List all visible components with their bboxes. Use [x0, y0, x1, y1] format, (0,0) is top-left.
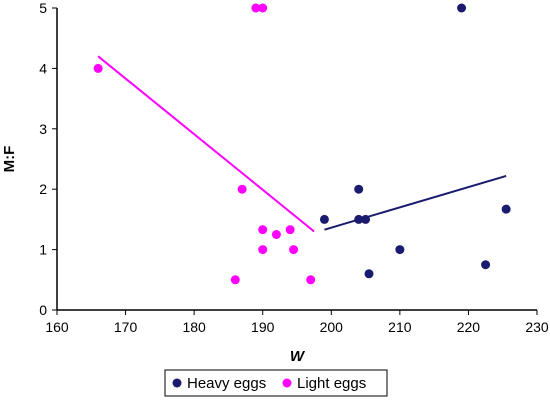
x-ticks: 160 170 180 190 200 210 220 230	[45, 310, 549, 335]
heavy-eggs-legend-label: Heavy eggs	[187, 375, 266, 392]
light-eggs-point	[237, 184, 247, 194]
x-tick-label: 180	[182, 319, 206, 335]
light-eggs-point	[258, 3, 268, 13]
x-tick-label: 230	[525, 319, 549, 335]
data-points	[93, 3, 511, 285]
x-tick-label: 170	[114, 319, 138, 335]
heavy-eggs-point	[395, 245, 405, 255]
light-eggs-trendline	[97, 55, 315, 233]
x-tick-label: 210	[388, 319, 412, 335]
y-ticks: 0 1 2 3 4 5	[39, 0, 57, 318]
heavy-eggs-point	[481, 260, 491, 270]
y-tick-label: 4	[39, 60, 47, 76]
legend: Heavy eggs Light eggs	[164, 369, 388, 397]
y-tick-label: 3	[39, 121, 47, 137]
y-axis-title: M:F	[1, 146, 18, 173]
x-tick-label: 160	[45, 319, 69, 335]
heavy-eggs-trendline	[324, 174, 507, 231]
heavy-eggs-point	[361, 214, 371, 224]
x-tick-label: 190	[251, 319, 275, 335]
legend-box	[164, 369, 388, 397]
light-eggs-point	[230, 275, 240, 285]
light-eggs-point	[258, 245, 268, 255]
light-eggs-point	[258, 225, 268, 235]
y-tick-label: 1	[39, 242, 47, 258]
light-eggs-point	[271, 230, 281, 239]
light-eggs-legend-marker	[282, 378, 292, 388]
heavy-eggs-point	[457, 3, 467, 13]
x-tick-label: 220	[457, 319, 481, 335]
heavy-eggs-point	[501, 204, 511, 214]
light-eggs-legend-label: Light eggs	[297, 375, 366, 392]
y-tick-label: 5	[39, 0, 47, 16]
trendlines	[97, 55, 507, 233]
light-eggs-point	[289, 245, 299, 255]
heavy-eggs-point	[319, 214, 329, 224]
heavy-eggs-point	[364, 269, 374, 279]
heavy-eggs-point	[354, 184, 364, 194]
x-axis-title: W	[290, 348, 306, 365]
y-tick-label: 0	[39, 302, 47, 318]
light-eggs-point	[285, 225, 295, 235]
light-eggs-point	[251, 3, 261, 13]
heavy-eggs-point	[354, 214, 364, 224]
x-tick-label: 200	[320, 319, 344, 335]
y-tick-label: 2	[39, 181, 47, 197]
axes	[56, 8, 537, 311]
light-eggs-point	[306, 275, 316, 285]
heavy-eggs-legend-marker	[172, 378, 182, 388]
light-eggs-point	[93, 63, 103, 73]
